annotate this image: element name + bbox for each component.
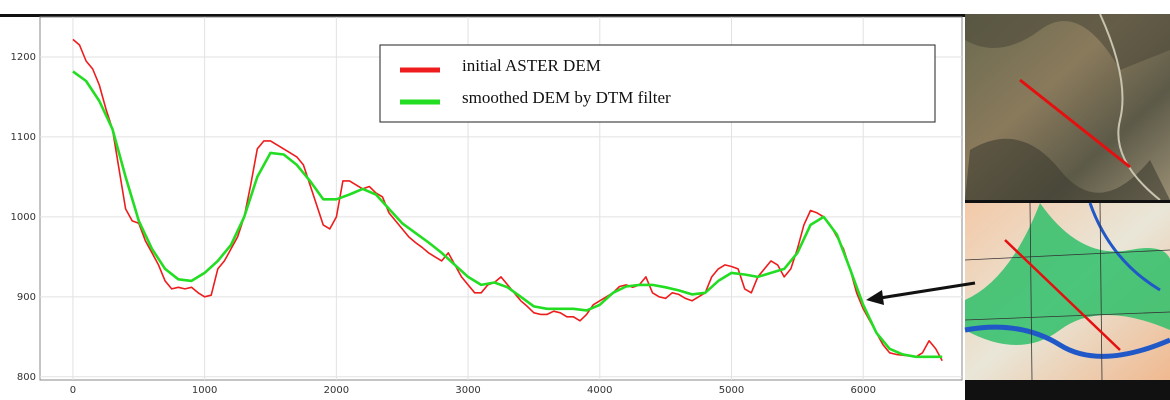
x-tick-label: 3000 bbox=[455, 385, 480, 396]
arrow-shaft bbox=[879, 281, 976, 300]
x-tick-label: 6000 bbox=[850, 385, 875, 396]
image-divider bbox=[965, 200, 1170, 203]
x-tick-label: 4000 bbox=[587, 385, 612, 396]
y-tick-label: 800 bbox=[17, 372, 36, 383]
image-footer bbox=[965, 380, 1170, 400]
data-line bbox=[72, 70, 943, 359]
top-rule bbox=[0, 14, 965, 17]
x-tick-label: 2000 bbox=[324, 385, 349, 396]
x-tick-label: 1000 bbox=[192, 385, 217, 396]
y-tick-label: 1100 bbox=[11, 132, 36, 143]
legend-box bbox=[379, 44, 936, 123]
arrow-head bbox=[866, 290, 884, 305]
x-tick-label: 0 bbox=[70, 385, 76, 396]
x-tick-label: 5000 bbox=[719, 385, 744, 396]
y-tick-label: 1000 bbox=[11, 212, 36, 223]
legend-label: smoothed DEM by DTM filter bbox=[462, 88, 671, 107]
satellite-image bbox=[965, 13, 1170, 201]
data-line bbox=[72, 38, 943, 362]
topographic-map bbox=[964, 202, 1170, 381]
y-tick-label: 900 bbox=[17, 292, 36, 303]
y-tick-label: 1200 bbox=[11, 52, 36, 63]
legend-label: initial ASTER DEM bbox=[462, 56, 601, 75]
